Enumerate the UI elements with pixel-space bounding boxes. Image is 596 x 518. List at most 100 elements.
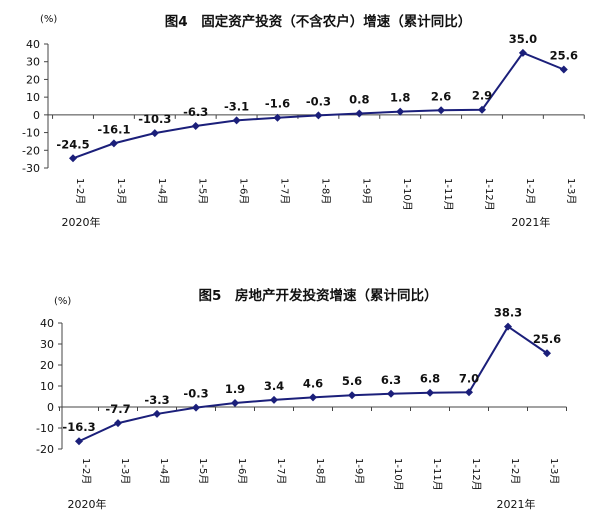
data-label: -3.1: [224, 99, 249, 113]
x-tick-label: 1-6月: [236, 458, 248, 484]
data-label: 3.4: [264, 379, 284, 393]
x-tick-label: 1-9月: [360, 178, 372, 204]
data-point: [309, 393, 317, 402]
x-tick-label: 1-11月: [442, 178, 454, 211]
data-point: [114, 419, 122, 428]
y-tick-label: -10: [36, 422, 54, 435]
data-point: [231, 399, 239, 408]
x-tick-label: 1-6月: [238, 178, 250, 204]
y-tick-label: 20: [40, 359, 54, 372]
x-tick-label: 1-12月: [470, 458, 482, 491]
data-point: [426, 388, 434, 397]
x-tick-label: 1-9月: [353, 458, 365, 484]
data-label: -1.6: [265, 97, 290, 111]
x-tick-label: 1-10月: [392, 458, 404, 491]
data-label: 35.0: [509, 32, 537, 46]
data-point: [504, 322, 512, 331]
data-label: 38.3: [494, 306, 522, 320]
y-axis-unit: (%): [40, 14, 57, 25]
year-label: 2020年: [68, 497, 107, 511]
year-label: 2021年: [511, 215, 550, 229]
data-point: [75, 437, 83, 446]
x-tick-label: 1-2月: [509, 458, 521, 484]
x-tick-label: 1-8月: [319, 178, 331, 204]
x-tick-label: 1-7月: [279, 178, 291, 204]
data-label: -10.3: [138, 112, 171, 126]
data-point: [273, 113, 282, 122]
data-point: [543, 349, 551, 358]
data-label: -16.1: [97, 122, 130, 136]
chart-fixed-asset-investment: 图4 固定资产投资（不含农户）增速（累计同比） (%) 40 30 20 10 0 -10 -2…: [22, 13, 585, 229]
x-tick-label: 1-2月: [80, 458, 92, 484]
data-point: [270, 395, 278, 404]
data-label: 25.6: [550, 49, 578, 63]
y-axis-unit: (%): [54, 296, 71, 307]
data-point: [153, 409, 161, 418]
data-label: 2.9: [472, 89, 492, 103]
data-point: [150, 129, 159, 138]
data-label: 1.9: [225, 382, 245, 396]
x-tick-label: 1-2月: [74, 178, 86, 204]
x-tick-label: 1-3月: [565, 178, 577, 204]
data-point: [355, 109, 364, 118]
y-tick-label: 10: [40, 380, 54, 393]
data-label: -6.3: [183, 105, 208, 119]
data-label: -0.3: [183, 387, 208, 401]
data-label: -24.5: [56, 137, 89, 151]
data-label: -0.3: [306, 94, 331, 108]
x-tick-label: 1-3月: [119, 458, 131, 484]
y-tick-label: -20: [22, 144, 40, 157]
data-point: [314, 111, 323, 120]
x-tick-label: 1-4月: [156, 178, 168, 204]
data-point: [192, 403, 200, 412]
chart-real-estate-investment: 图5 房地产开发投资增速（累计同比） (%)40 30 20 10 0 -10 -20 1-2月…: [36, 287, 567, 511]
data-point: [559, 65, 568, 74]
data-point: [69, 154, 77, 163]
x-tick-label: 1-5月: [197, 178, 209, 204]
data-point: [465, 388, 473, 397]
x-tick-label: 1-4月: [158, 458, 170, 484]
y-tick-label: 40: [40, 317, 54, 330]
y-tick-label: -30: [22, 162, 40, 175]
chart-title: 图5 房地产开发投资增速（累计同比）: [199, 287, 438, 304]
x-tick-label: 1-3月: [115, 178, 127, 204]
y-tick-label: -20: [36, 443, 54, 456]
data-label: -3.3: [144, 393, 169, 407]
x-tick-label: 1-2月: [524, 178, 536, 204]
data-label: 6.8: [420, 372, 440, 386]
x-tick-label: 1-3月: [548, 458, 560, 484]
data-label: 1.8: [390, 91, 410, 105]
data-label: -7.7: [105, 402, 130, 416]
y-tick-label: 0: [33, 109, 40, 122]
data-label: -16.3: [62, 420, 95, 434]
data-label: 4.6: [303, 376, 323, 390]
data-label: 0.8: [349, 92, 369, 106]
y-tick-label: 10: [26, 91, 40, 104]
data-label: 25.6: [533, 332, 561, 346]
chart-title: 图4 固定资产投资（不含农户）增速（累计同比）: [165, 13, 471, 30]
data-point: [396, 107, 405, 116]
data-point: [232, 116, 241, 125]
data-point: [109, 139, 118, 148]
x-tick-label: 1-5月: [197, 458, 209, 484]
data-point: [348, 391, 356, 400]
y-tick-label: -10: [22, 127, 40, 140]
x-tick-label: 1-8月: [314, 458, 326, 484]
data-label: 6.3: [381, 373, 401, 387]
x-tick-label: 1-7月: [275, 458, 287, 484]
y-tick-label: 40: [26, 38, 40, 51]
x-tick-label: 1-12月: [483, 178, 495, 211]
data-label: 2.6: [431, 89, 451, 103]
year-label: 2021年: [497, 497, 536, 511]
data-point: [191, 122, 200, 131]
y-tick-label: 30: [26, 56, 40, 69]
data-label: 7.0: [459, 371, 479, 385]
y-tick-label: 30: [40, 338, 54, 351]
year-label: 2020年: [62, 215, 101, 229]
data-label: 5.6: [342, 374, 362, 388]
data-point: [387, 389, 395, 398]
data-point: [478, 105, 486, 114]
data-point: [518, 48, 527, 57]
y-tick-label: 0: [47, 401, 54, 414]
